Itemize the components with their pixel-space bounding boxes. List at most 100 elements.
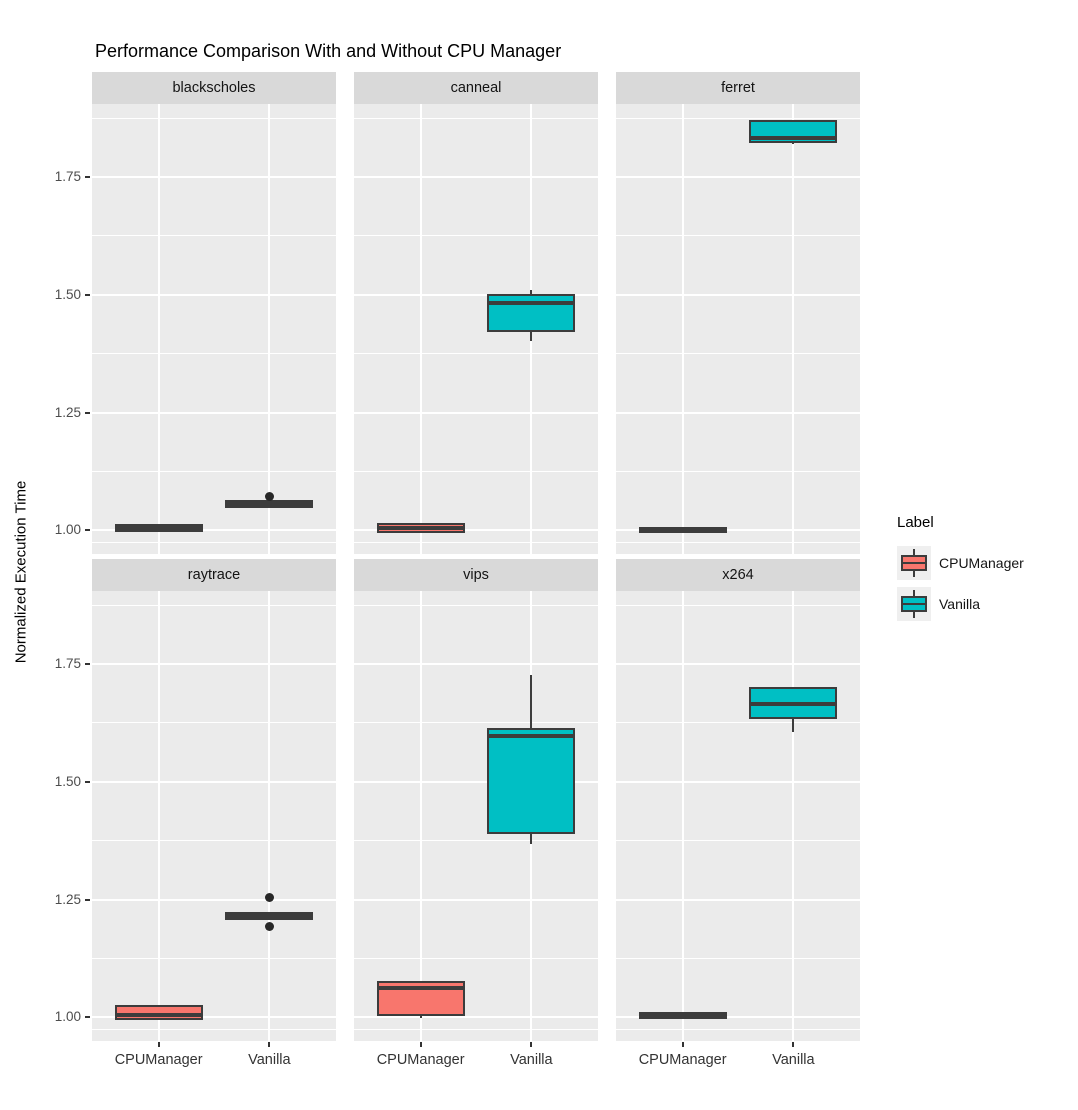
gridline-major xyxy=(616,411,860,414)
median-line xyxy=(638,527,727,532)
gridline-minor xyxy=(354,840,598,842)
x-tick-label: Vanilla xyxy=(248,1052,291,1068)
gridline-major xyxy=(92,780,336,783)
box-vanilla xyxy=(487,293,576,333)
gridline-minor xyxy=(616,722,860,724)
gridline-major xyxy=(616,1016,860,1019)
y-tick-label: 1.25 xyxy=(54,891,81,907)
facet-strip-vips: vips xyxy=(354,559,598,591)
gridline-major xyxy=(616,663,860,666)
legend-entry-label: Vanilla xyxy=(939,596,980,612)
gridline-vertical xyxy=(419,104,422,554)
gridline-vertical xyxy=(681,591,684,1041)
gridline-vertical xyxy=(681,104,684,554)
gridline-minor xyxy=(354,353,598,355)
gridline-minor xyxy=(92,235,336,237)
gridline-minor xyxy=(616,604,860,606)
chart-title: Performance Comparison With and Without … xyxy=(95,41,562,61)
median-line xyxy=(376,985,465,990)
facet-strip-ferret: ferret xyxy=(616,72,860,104)
y-tick-label: 1.50 xyxy=(54,286,81,302)
whisker-upper xyxy=(530,290,533,297)
median-line xyxy=(487,301,576,306)
y-tick-label: 1.25 xyxy=(54,404,81,420)
facet-strip-raytrace: raytrace xyxy=(92,559,336,591)
gridline-vertical xyxy=(268,591,271,1041)
gridline-major xyxy=(92,293,336,296)
x-tick-mark xyxy=(792,1042,795,1047)
gridline-major xyxy=(92,176,336,179)
median-line xyxy=(376,526,465,531)
gridline-vertical xyxy=(157,591,160,1041)
gridline-vertical xyxy=(419,591,422,1041)
gridline-major xyxy=(92,663,336,666)
gridline-major xyxy=(616,898,860,901)
legend: Label CPUManager Vanilla xyxy=(897,514,1024,627)
y-tick-mark xyxy=(85,1016,90,1019)
facet-panel-raytrace xyxy=(92,591,336,1041)
gridline-minor xyxy=(616,840,860,842)
gridline-major xyxy=(354,411,598,414)
x-tick-mark xyxy=(268,1042,271,1047)
gridline-major xyxy=(354,293,598,296)
gridline-vertical xyxy=(792,104,795,554)
facet-panel-vips xyxy=(354,591,598,1041)
x-tick-label: CPUManager xyxy=(376,1052,465,1068)
legend-entry-vanilla: Vanilla xyxy=(897,586,1024,622)
gridline-vertical xyxy=(268,104,271,554)
median-line xyxy=(225,913,314,918)
facet-strip-x264: x264 xyxy=(616,559,860,591)
legend-entry-cpumanager: CPUManager xyxy=(897,545,1024,581)
gridline-minor xyxy=(92,1028,336,1030)
facet-strip-label: blackscholes xyxy=(172,80,256,96)
gridline-minor xyxy=(92,722,336,724)
gridline-minor xyxy=(616,117,860,119)
gridline-major xyxy=(92,1016,336,1019)
gridline-minor xyxy=(92,353,336,355)
gridline-minor xyxy=(616,541,860,543)
gridline-major xyxy=(92,898,336,901)
gridline-minor xyxy=(354,235,598,237)
gridline-minor xyxy=(92,840,336,842)
gridline-minor xyxy=(616,471,860,473)
facet-strip-label: canneal xyxy=(450,80,502,96)
y-tick-label: 1.00 xyxy=(54,1009,81,1025)
boxplot-key-icon xyxy=(897,587,931,621)
facet-strip-canneal: canneal xyxy=(354,72,598,104)
facet-strip-label: x264 xyxy=(722,567,754,583)
gridline-minor xyxy=(616,1028,860,1030)
median-line xyxy=(749,701,838,706)
whisker-upper xyxy=(530,675,533,731)
gridline-major xyxy=(92,529,336,532)
facet-panel-ferret xyxy=(616,104,860,554)
gridline-minor xyxy=(616,235,860,237)
gridline-minor xyxy=(354,604,598,606)
y-tick-label: 1.75 xyxy=(54,169,81,185)
gridline-minor xyxy=(354,958,598,960)
gridline-minor xyxy=(354,541,598,543)
gridline-minor xyxy=(616,958,860,960)
legend-title: Label xyxy=(897,514,934,531)
y-tick-label: 1.75 xyxy=(54,656,81,672)
gridline-vertical xyxy=(792,591,795,1041)
gridline-major xyxy=(354,1016,598,1019)
x-tick-label: Vanilla xyxy=(510,1052,553,1068)
gridline-major xyxy=(92,411,336,414)
gridline-minor xyxy=(616,353,860,355)
gridline-minor xyxy=(92,117,336,119)
legend-entry-label: CPUManager xyxy=(939,555,1024,571)
facet-panel-x264 xyxy=(616,591,860,1041)
gridline-minor xyxy=(92,541,336,543)
gridline-major xyxy=(616,293,860,296)
y-tick-mark xyxy=(85,663,90,666)
y-axis-title: Normalized Execution Time xyxy=(12,480,30,664)
facet-strip-label: vips xyxy=(463,567,489,583)
median-line xyxy=(114,526,203,531)
box-vanilla xyxy=(487,728,576,835)
x-tick-label: CPUManager xyxy=(114,1052,203,1068)
y-tick-mark xyxy=(85,176,90,179)
facet-strip-blackscholes: blackscholes xyxy=(92,72,336,104)
y-tick-label: 1.00 xyxy=(54,522,81,538)
gridline-vertical xyxy=(157,104,160,554)
